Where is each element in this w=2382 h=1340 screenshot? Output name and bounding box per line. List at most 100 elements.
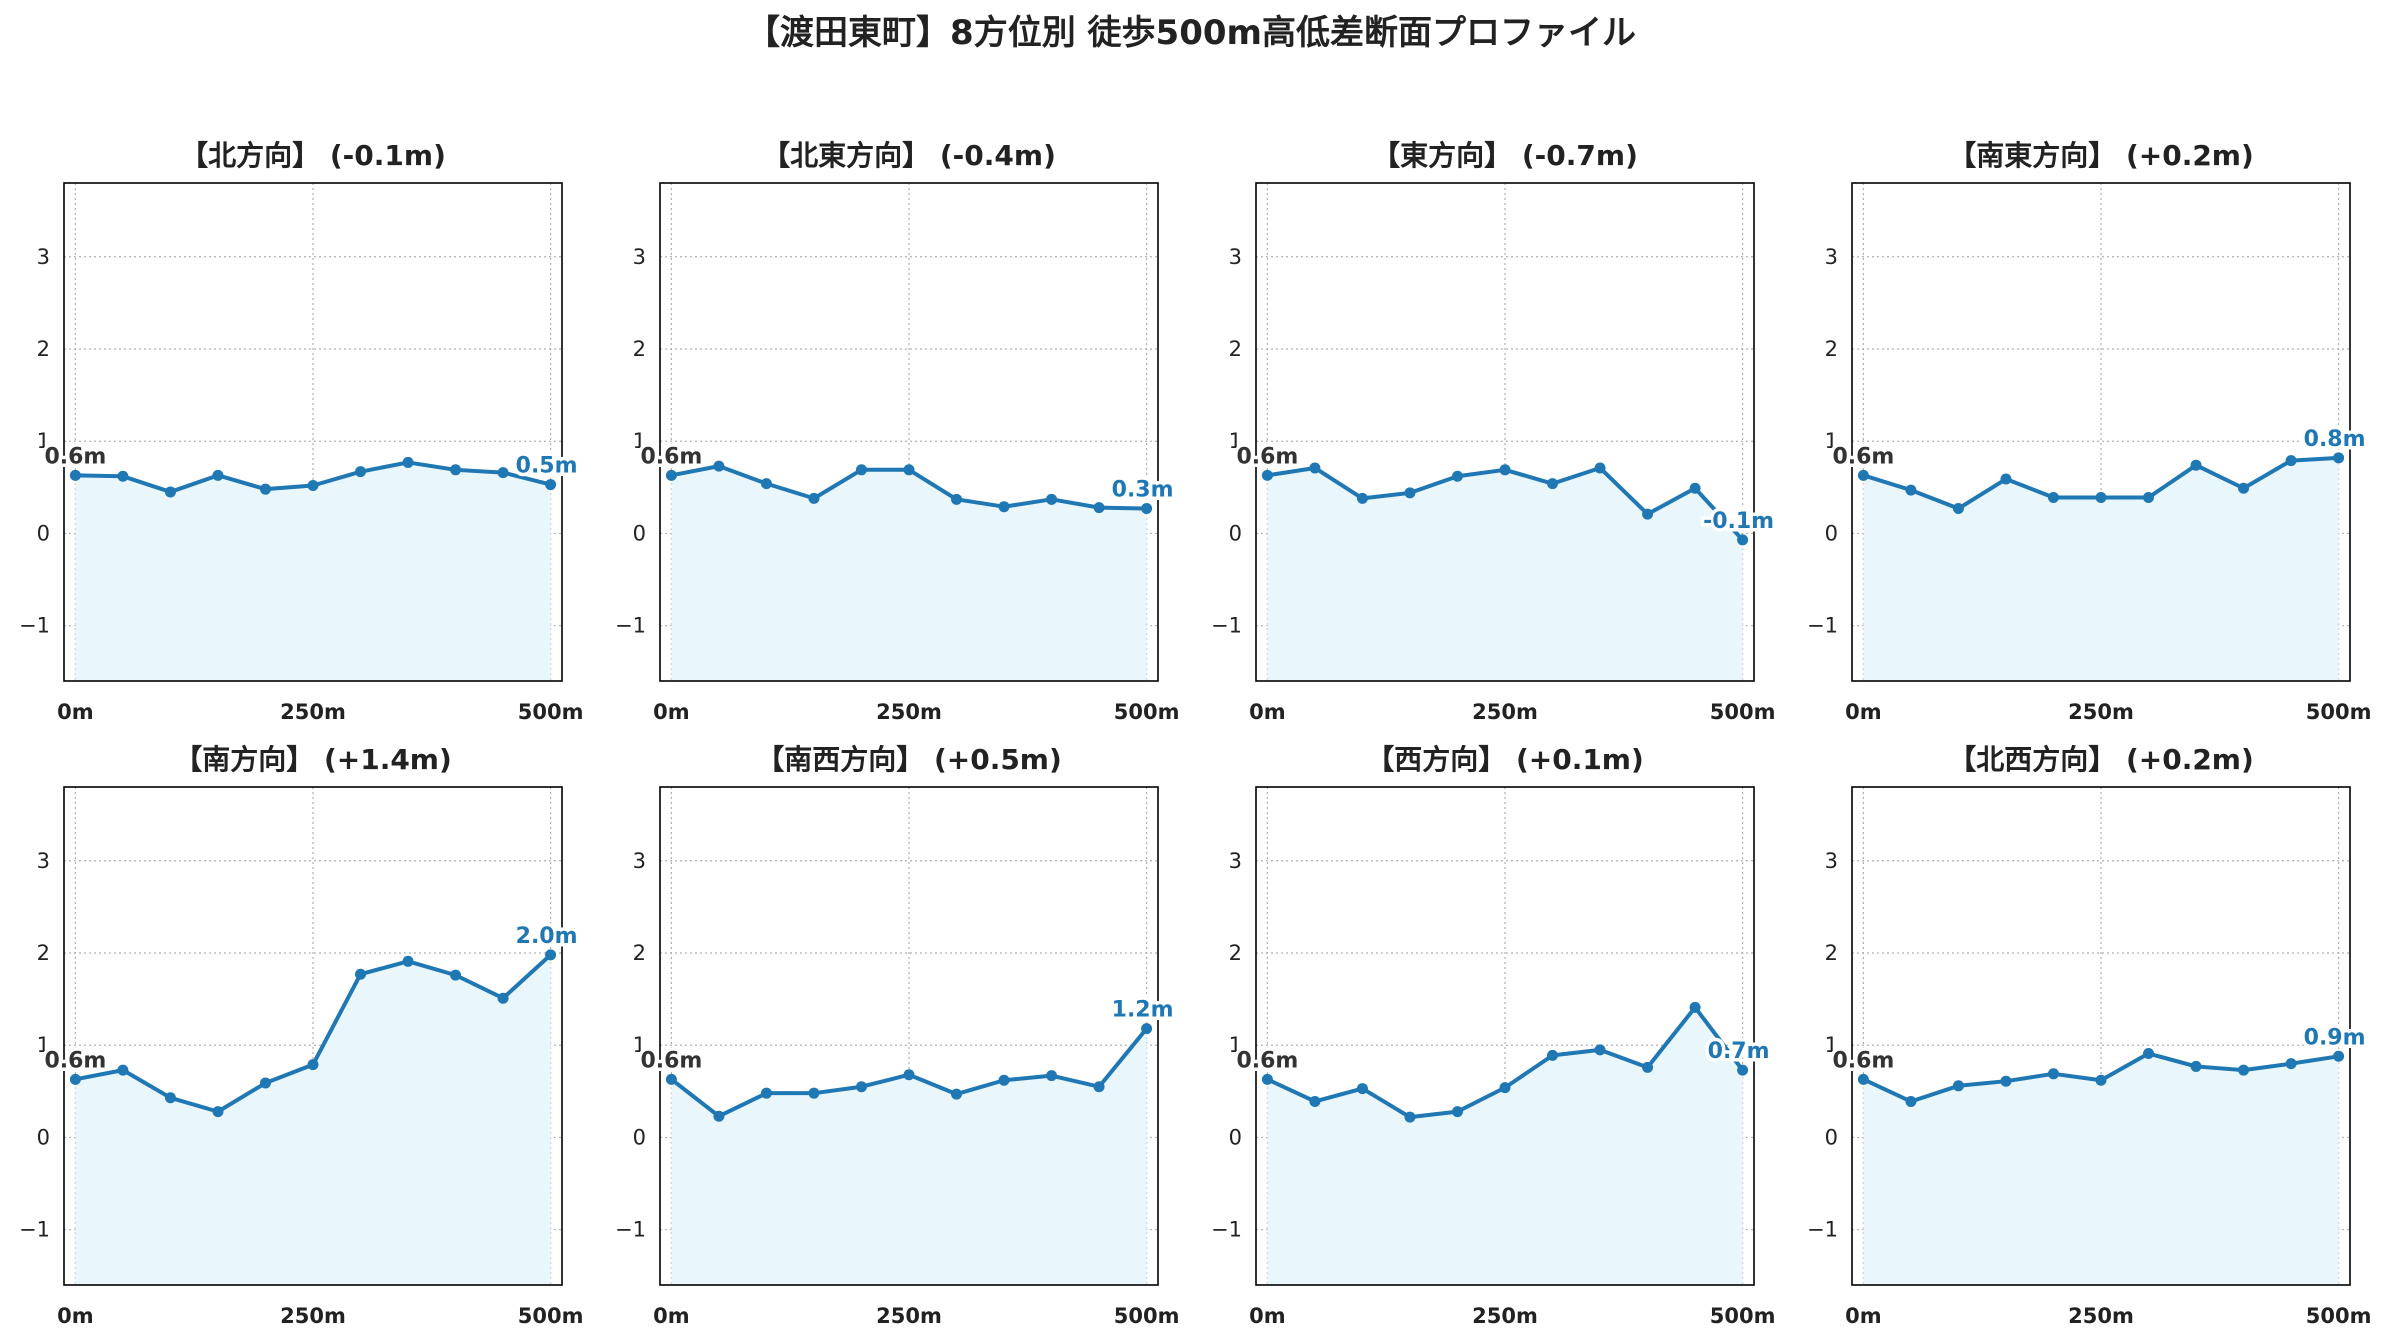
plot-frame <box>1851 182 2351 682</box>
data-point <box>1905 484 1917 496</box>
x-tick-label: 0m <box>1845 700 1882 724</box>
y-tick-label: 3 <box>37 245 50 269</box>
x-tick-label: 500m <box>1114 1304 1180 1328</box>
data-point <box>1046 1070 1058 1082</box>
y-tick-label: 1 <box>37 1033 50 1057</box>
elevation-area <box>1863 457 2339 681</box>
x-tick-label: 0m <box>1249 1304 1286 1328</box>
x-tick-label: 250m <box>2068 1304 2134 1328</box>
end-elevation-label: 0.3m <box>1112 478 1174 503</box>
panel-title: 【東方向】 (-0.7m) <box>1372 139 1638 172</box>
data-point <box>2190 459 2202 471</box>
y-tick-label: −1 <box>615 1218 646 1242</box>
data-point <box>1689 482 1701 494</box>
data-point <box>497 467 509 479</box>
data-point <box>117 470 129 482</box>
data-point <box>1594 462 1606 474</box>
x-tick-label: 500m <box>2306 700 2372 724</box>
y-tick-label: 3 <box>633 849 646 873</box>
data-point <box>2095 491 2107 503</box>
data-point <box>903 1069 915 1081</box>
panel-title: 【南東方向】 (+0.2m) <box>1948 139 2254 172</box>
y-tick-label: 1 <box>1229 429 1242 453</box>
y-tick-label: 0 <box>1825 521 1838 545</box>
plot-frame <box>1851 786 2351 1286</box>
panels-container: 【北方向】 (-0.1m) −1 0 1 2 3 0m 250m 500m 0.6m 0.5m 【北東… <box>19 139 2371 1328</box>
data-point <box>450 969 462 981</box>
chart-panel-8: 【北西方向】 (+0.2m) −1 0 1 2 3 0m 250m 500m 0.6m 0.9m <box>1807 743 2371 1328</box>
data-point <box>545 949 557 961</box>
data-point <box>355 968 367 980</box>
data-point <box>1404 1111 1416 1123</box>
y-tick-label: 3 <box>1825 849 1838 873</box>
data-point <box>1093 502 1105 514</box>
elevation-area <box>75 954 551 1285</box>
y-tick-label: 1 <box>1825 429 1838 453</box>
y-tick-label: −1 <box>1807 614 1838 638</box>
x-tick-label: 250m <box>876 1304 942 1328</box>
data-point <box>665 469 677 481</box>
data-point <box>1356 492 1368 504</box>
data-point <box>1952 503 1964 515</box>
panel-title: 【北西方向】 (+0.2m) <box>1948 743 2254 776</box>
data-point <box>2238 482 2250 494</box>
elevation-area <box>75 462 551 681</box>
data-point <box>1309 1095 1321 1107</box>
data-point <box>69 469 81 481</box>
start-elevation-label: 0.6m <box>640 1048 702 1073</box>
data-point <box>1642 1061 1654 1073</box>
data-point <box>1857 1073 1869 1085</box>
y-tick-label: 2 <box>37 337 50 361</box>
data-point <box>2095 1074 2107 1086</box>
panel-title: 【北方向】 (-0.1m) <box>180 139 446 172</box>
end-elevation-label: 1.2m <box>1112 998 1174 1023</box>
panel-title: 【南西方向】 (+0.5m) <box>756 743 1062 776</box>
data-point <box>497 992 509 1004</box>
data-point <box>2047 1068 2059 1080</box>
data-point <box>903 464 915 476</box>
data-point <box>1261 1073 1273 1085</box>
chart-panel-2: 【北東方向】 (-0.4m) −1 0 1 2 3 0m 250m 500m 0.6m 0.3m <box>615 139 1179 724</box>
x-tick-label: 500m <box>518 700 584 724</box>
x-tick-label: 0m <box>1845 1304 1882 1328</box>
x-tick-label: 500m <box>1114 700 1180 724</box>
x-tick-label: 250m <box>1472 1304 1538 1328</box>
data-point <box>307 1059 319 1071</box>
elevation-area <box>1863 1053 2339 1285</box>
data-point <box>2047 491 2059 503</box>
figure-title: 【渡田東町】8方位別 徒歩500m高低差断面プロファイル <box>746 13 1636 53</box>
start-elevation-label: 0.6m <box>1236 444 1298 469</box>
start-elevation-label: 0.6m <box>44 1048 106 1073</box>
data-point <box>713 1110 725 1122</box>
data-point <box>355 466 367 478</box>
x-tick-label: 0m <box>57 1304 94 1328</box>
y-tick-label: −1 <box>19 1218 50 1242</box>
data-point <box>2000 473 2012 485</box>
data-point <box>117 1064 129 1076</box>
data-point <box>2000 1075 2012 1087</box>
data-point <box>1499 464 1511 476</box>
y-tick-label: 2 <box>37 941 50 965</box>
data-point <box>69 1073 81 1085</box>
y-tick-label: 0 <box>1825 1125 1838 1149</box>
plot-frame <box>1255 182 1755 682</box>
data-point <box>2143 1048 2155 1060</box>
y-tick-label: 2 <box>633 941 646 965</box>
y-tick-label: 3 <box>37 849 50 873</box>
data-point <box>259 1077 271 1089</box>
start-elevation-label: 0.6m <box>44 444 106 469</box>
data-point <box>212 469 224 481</box>
plot-frame <box>63 182 563 682</box>
y-tick-label: 3 <box>1229 849 1242 873</box>
y-tick-label: 1 <box>37 429 50 453</box>
y-tick-label: 0 <box>37 1125 50 1149</box>
plot-frame <box>1255 786 1755 1286</box>
y-tick-label: −1 <box>615 614 646 638</box>
data-point <box>307 479 319 491</box>
data-point <box>402 955 414 967</box>
data-point <box>855 1081 867 1093</box>
y-tick-label: −1 <box>1211 614 1242 638</box>
data-point <box>1905 1095 1917 1107</box>
data-point <box>1857 469 1869 481</box>
plot-frame <box>63 786 563 1286</box>
